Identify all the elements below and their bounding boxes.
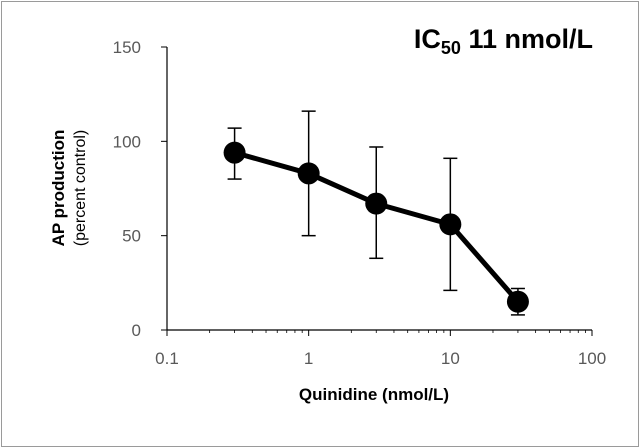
data-point	[365, 192, 388, 215]
data-point	[439, 213, 462, 236]
x-axis-title: Quinidine (nmol/L)	[299, 385, 449, 404]
y-axis-subtitle: (percent control)	[72, 130, 89, 247]
x-tick-label: 10	[441, 349, 460, 368]
x-tick-label: 1	[304, 349, 313, 368]
y-axis-title: AP production	[49, 130, 68, 247]
data-point	[506, 290, 529, 313]
y-tick-label: 0	[132, 321, 141, 340]
data-point	[223, 141, 246, 164]
x-tick-label: 0.1	[155, 349, 179, 368]
y-tick-label: 150	[113, 38, 141, 57]
data-point	[297, 162, 320, 185]
y-tick-label: 50	[122, 227, 141, 246]
y-tick-label: 100	[113, 132, 141, 151]
x-tick-label: 100	[578, 349, 606, 368]
chart-title: IC50 11 nmol/L	[414, 24, 593, 58]
